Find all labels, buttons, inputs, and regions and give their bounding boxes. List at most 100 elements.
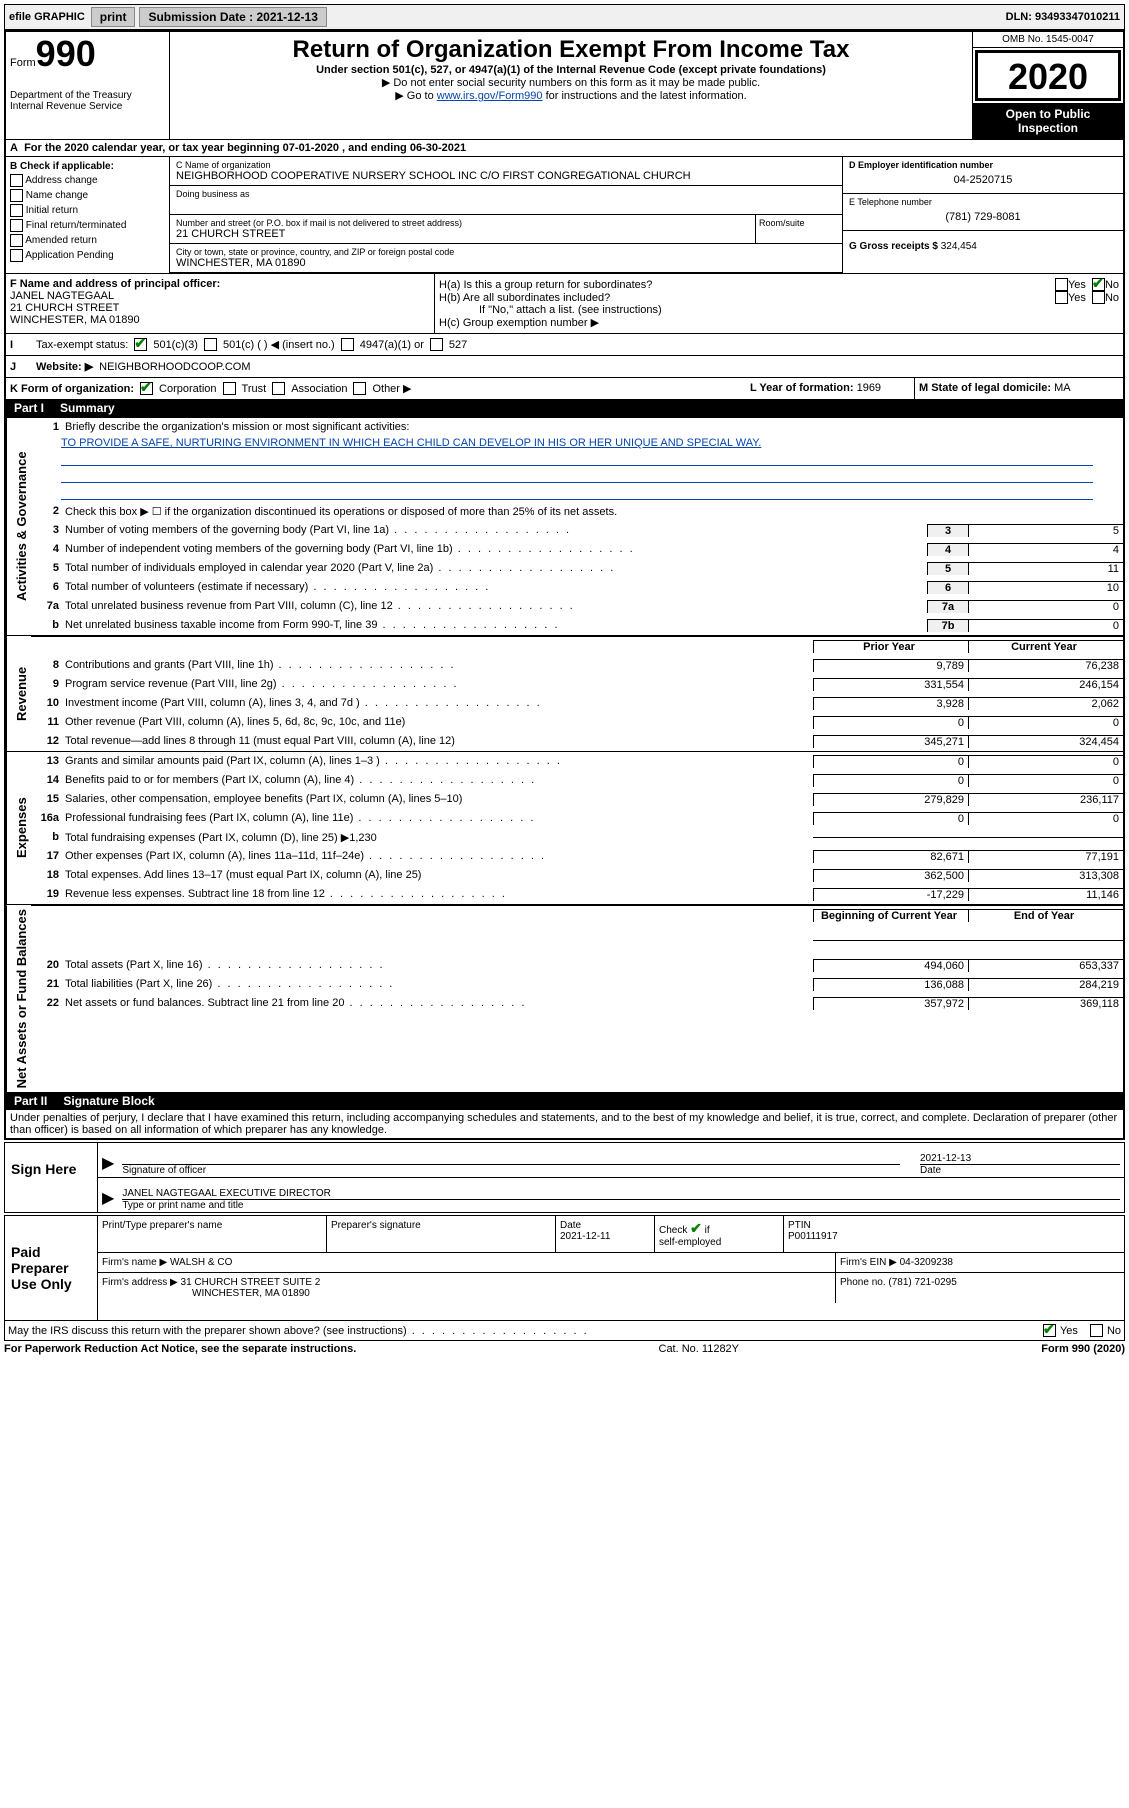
website-label: Website: ▶ (36, 360, 93, 373)
chk-527[interactable] (430, 338, 443, 351)
line2-text: Check this box ▶ ☐ if the organization d… (65, 504, 1123, 519)
form-number: 990 (36, 33, 96, 74)
box-f: F Name and address of principal officer:… (6, 274, 435, 333)
org-name-value: NEIGHBORHOOD COOPERATIVE NURSERY SCHOOL … (176, 170, 836, 182)
hdr-begin: Beginning of Current Year (813, 909, 968, 922)
officer-addr1: 21 CHURCH STREET (10, 302, 430, 314)
chk-501c[interactable] (204, 338, 217, 351)
firm-phone-field: Phone no. (781) 721-0295 (836, 1273, 1124, 1303)
tax-status-row: I Tax-exempt status: ✔ 501(c)(3) 501(c) … (6, 333, 1123, 355)
l20c: 653,337 (968, 959, 1123, 972)
arrow-icon-2: ▶ (102, 1188, 114, 1211)
irs-link[interactable]: www.irs.gov/Form990 (437, 90, 543, 102)
mission-blank-1 (61, 451, 1093, 466)
sign-here-label: Sign Here (5, 1143, 98, 1212)
k-l-m-row: K Form of organization: ✔ Corporation Tr… (6, 377, 1123, 399)
line19-text: Revenue less expenses. Subtract line 18 … (65, 887, 813, 901)
city-value: WINCHESTER, MA 01890 (176, 257, 836, 269)
chk-501c3[interactable]: ✔ (134, 338, 147, 351)
note-ssn: ▶ Do not enter social security numbers o… (174, 76, 968, 89)
self-employed-check[interactable]: Check ✔ ifself-employed (655, 1216, 784, 1252)
expenses-section: Expenses 13Grants and similar amounts pa… (6, 751, 1123, 904)
hb-yes-box[interactable] (1055, 291, 1068, 304)
l21p: 136,088 (813, 978, 968, 991)
chk-initial[interactable]: Initial return (10, 204, 165, 217)
ha-yes-box[interactable] (1055, 278, 1068, 291)
website-row: J Website: ▶ NEIGHBORHOODCOOP.COM (6, 355, 1123, 377)
subtitle: Under section 501(c), 527, or 4947(a)(1)… (174, 64, 968, 76)
box-b-label: B Check if applicable: (10, 161, 165, 172)
l14c: 0 (968, 774, 1123, 787)
chk-address[interactable]: Address change (10, 174, 165, 187)
l13p: 0 (813, 755, 968, 768)
part2-num: Part II (14, 1094, 47, 1108)
website-value: NEIGHBORHOODCOOP.COM (99, 361, 250, 373)
hb-note: If "No," attach a list. (see instruction… (439, 304, 1119, 316)
mission-text: TO PROVIDE A SAFE, NURTURING ENVIRONMENT… (61, 437, 1093, 449)
ein-label: D Employer identification number (849, 160, 1117, 170)
l16bp (813, 837, 968, 838)
ptin-field: PTINP00111917 (784, 1216, 1124, 1252)
line3-text: Number of voting members of the governin… (65, 523, 927, 537)
gross-label: G Gross receipts $ (849, 241, 938, 252)
department-label: Department of the Treasury Internal Reve… (10, 90, 165, 112)
officer-typed-name: JANEL NAGTEGAAL EXECUTIVE DIRECTOR (122, 1188, 1120, 1200)
netassets-label: Net Assets or Fund Balances (6, 905, 31, 1092)
chk-amended[interactable]: Amended return (10, 234, 165, 247)
mission-blank-2 (61, 468, 1093, 483)
discuss-no-box[interactable] (1090, 1324, 1103, 1337)
chk-trust[interactable] (223, 382, 236, 395)
line1-text: Briefly describe the organization's miss… (65, 420, 1123, 434)
ein-field: D Employer identification number 04-2520… (843, 157, 1123, 194)
note2-pre: ▶ Go to (395, 90, 436, 102)
dba-field: Doing business as (170, 186, 842, 215)
gross-value: 324,454 (941, 241, 977, 252)
l8c: 76,238 (968, 659, 1123, 672)
chk-pending[interactable]: Application Pending (10, 249, 165, 262)
gross-receipts-field: G Gross receipts $ 324,454 (843, 231, 1123, 255)
l12c: 324,454 (968, 735, 1123, 748)
line21-text: Total liabilities (Part X, line 26) (65, 977, 813, 991)
mission-blank-3 (61, 485, 1093, 500)
perjury-text: Under penalties of perjury, I declare th… (6, 1110, 1123, 1138)
state-domicile: MA (1054, 382, 1071, 394)
line22-text: Net assets or fund balances. Subtract li… (65, 996, 813, 1010)
submission-date-button[interactable]: Submission Date : 2021-12-13 (139, 7, 326, 27)
l16ap: 0 (813, 812, 968, 825)
title-box: Return of Organization Exempt From Incom… (170, 32, 972, 139)
l22c: 369,118 (968, 997, 1123, 1010)
line5-val: 11 (969, 562, 1123, 575)
line10-text: Investment income (Part VIII, column (A)… (65, 696, 813, 710)
chk-corp[interactable]: ✔ (140, 382, 153, 395)
form-id-box: Form990 Department of the Treasury Inter… (6, 32, 170, 139)
box-l: L Year of formation: 1969 (746, 378, 915, 399)
box-c: C Name of organization NEIGHBORHOOD COOP… (170, 157, 842, 273)
l9c: 246,154 (968, 678, 1123, 691)
chk-other[interactable] (353, 382, 366, 395)
arrow-icon: ▶ (102, 1153, 114, 1176)
hdr-prior: Prior Year (813, 640, 968, 653)
l15c: 236,117 (968, 793, 1123, 806)
chk-4947[interactable] (341, 338, 354, 351)
sign-here-section: Sign Here ▶ Signature of officer 2021-12… (4, 1142, 1125, 1213)
year-formation: 1969 (857, 382, 881, 394)
room-suite: Room/suite (756, 215, 842, 244)
ha-no-box[interactable]: ✔ (1092, 278, 1105, 291)
line17-text: Other expenses (Part IX, column (A), lin… (65, 849, 813, 863)
hb-label: H(b) Are all subordinates included? (439, 292, 1055, 304)
line16a-text: Professional fundraising fees (Part IX, … (65, 811, 813, 825)
part2-header: Part II Signature Block (6, 1092, 1123, 1110)
chk-name[interactable]: Name change (10, 189, 165, 202)
hb-no-box[interactable] (1092, 291, 1105, 304)
discuss-yes-box[interactable]: ✔ (1043, 1324, 1056, 1337)
print-button[interactable]: print (91, 7, 136, 27)
city-field: City or town, state or province, country… (170, 244, 842, 273)
chk-assoc[interactable] (272, 382, 285, 395)
netassets-section: Net Assets or Fund Balances Beginning of… (6, 904, 1123, 1092)
chk-final[interactable]: Final return/terminated (10, 219, 165, 232)
l13c: 0 (968, 755, 1123, 768)
line12-text: Total revenue—add lines 8 through 11 (mu… (65, 734, 813, 748)
hdr-end: End of Year (968, 909, 1123, 922)
dba-label: Doing business as (176, 189, 836, 199)
main-title: Return of Organization Exempt From Incom… (174, 36, 968, 64)
